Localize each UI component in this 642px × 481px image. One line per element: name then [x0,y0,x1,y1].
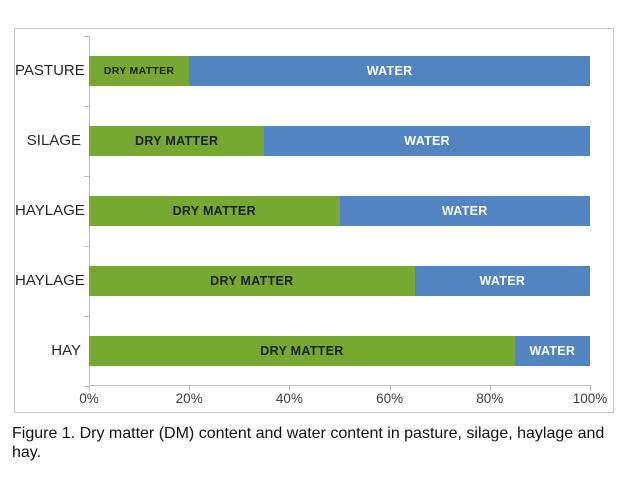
category-label: HAYLAGE [15,202,85,219]
x-axis-tick-label: 40% [275,391,303,406]
caption-line-1: Figure 1. Dry matter (DM) content and wa… [12,425,605,442]
segment-label: DRY MATTER [172,204,256,218]
x-axis-tick-label: 20% [175,391,203,406]
water-segment: WATER [514,336,590,366]
stacked-bar-row: DRY MATTER WATER [89,196,590,226]
water-segment: WATER [189,56,590,86]
category-label: HAYLAGE [15,272,85,289]
x-axis-tick [590,386,591,391]
stacked-bar-row: DRY MATTER WATER [89,126,590,156]
y-axis-tick [84,316,89,317]
dry-matter-segment: DRY MATTER [89,196,340,226]
stacked-bar-row: DRY MATTER WATER [89,336,590,366]
figure-caption: Figure 1. Dry matter (DM) content and wa… [12,424,636,462]
x-axis-tick [389,386,391,391]
y-axis-tick [84,176,89,177]
y-axis-tick [84,246,89,247]
stacked-bar-row: DRY MATTER WATER [89,56,590,86]
dry-matter-segment: DRY MATTER [89,56,190,86]
x-axis-line [89,385,591,386]
segment-label: DRY MATTER [210,274,294,288]
water-segment: WATER [264,126,590,156]
stacked-bar-row: DRY MATTER WATER [89,266,590,296]
category-label: HAY [51,342,81,359]
x-axis-tick [489,386,491,391]
water-segment: WATER [414,266,590,296]
segment-label: WATER [479,274,526,288]
segment-label: WATER [404,134,451,148]
y-axis-tick [84,36,89,37]
segment-label: DRY MATTER [103,65,175,77]
caption-line-2: hay. [12,444,42,461]
segment-label: DRY MATTER [260,344,344,358]
segment-label: WATER [441,204,488,218]
x-axis-tick [189,386,191,391]
dry-matter-segment: DRY MATTER [89,126,265,156]
x-axis-tick-label: 100% [572,391,608,406]
x-axis-tick-label: 0% [79,391,99,406]
dry-matter-segment: DRY MATTER [89,266,415,296]
category-label: PASTURE [15,62,85,79]
x-axis-tick [89,386,90,391]
chart-plot-area: PASTURE DRY MATTER WATER SILAGE DRY MATTER WA… [14,28,614,413]
category-label: SILAGE [26,132,81,149]
segment-label: WATER [529,344,576,358]
segment-label: DRY MATTER [135,134,219,148]
y-axis-tick [84,386,89,387]
x-axis-tick [289,386,291,391]
x-axis-tick-label: 60% [376,391,404,406]
y-axis-tick [84,106,89,107]
segment-label: WATER [366,64,413,78]
x-axis-tick-label: 80% [476,391,504,406]
water-segment: WATER [339,196,590,226]
dry-matter-segment: DRY MATTER [89,336,515,366]
